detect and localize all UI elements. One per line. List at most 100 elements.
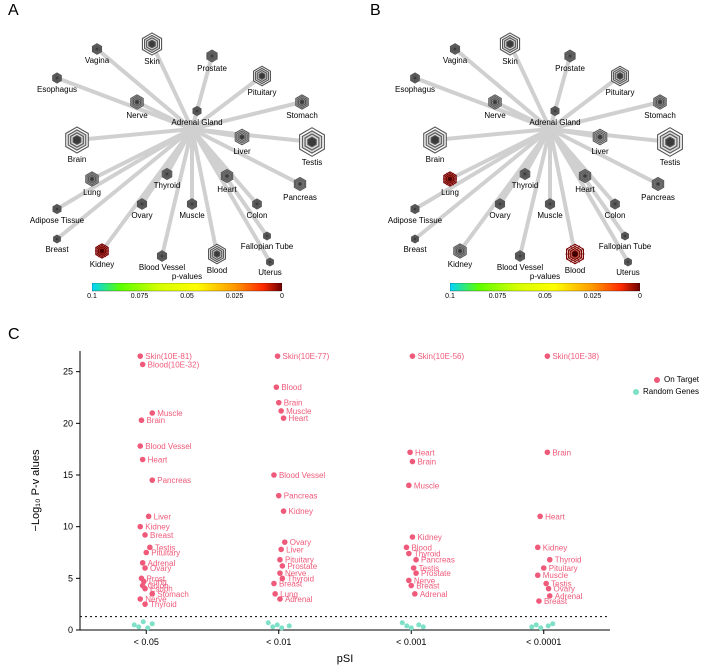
colorbar-title: p-values (172, 272, 202, 281)
tissue-label-thyroid: Thyroid (154, 181, 181, 190)
scatter-point-label: Breast (544, 597, 568, 606)
scatter-point-label: Pituitary (151, 549, 180, 558)
tissue-label-bloodvessel: Blood Vessel (497, 263, 543, 272)
tissue-label-testis: Testis (660, 158, 680, 167)
scatter-point-label: Heart (545, 512, 565, 521)
colorbar-tick: 0.025 (226, 293, 244, 300)
colorbar-gradient-a (92, 283, 282, 293)
tissue-label-vagina: Vagina (85, 56, 109, 65)
scatter-point-label: Pancreas (157, 476, 191, 485)
tissue-label-brain: Brain (68, 155, 87, 164)
tissue-label-heart: Heart (217, 185, 237, 194)
scatter-point-label: Breast (150, 531, 174, 540)
tissue-label-adiposetissue: Adipose Tissue (30, 216, 84, 225)
scatter-point-label: Muscle (414, 481, 440, 490)
scatter-point-label: Brain (552, 448, 571, 457)
colorbar-tick: 0.075 (131, 293, 149, 300)
scatter-point-label: Ovary (150, 564, 171, 573)
tissue-label-brain: Brain (426, 155, 445, 164)
svg-text:15: 15 (63, 470, 73, 480)
svg-text:−Log₁₀ P-v alues: −Log₁₀ P-v alues (30, 449, 42, 531)
colorbar-tick: 0.05 (538, 293, 552, 300)
scatter-point-label: Brain (146, 416, 165, 425)
scatter-point-label: Kidney (543, 543, 567, 552)
colorbar-tick: 0.025 (584, 293, 602, 300)
panel-label-c: C (8, 326, 20, 344)
tree-panel-b: p-values 0.10.0750.050.0250 VaginaSkinPr… (380, 14, 710, 314)
tissue-label-esophagus: Esophagus (37, 85, 77, 94)
colorbar-gradient-b (450, 283, 640, 293)
scatter-point-label: Thyroid (150, 600, 177, 609)
legend-label-on-target: On Target (664, 375, 699, 384)
colorbar-tick: 0.075 (489, 293, 507, 300)
scatter-point-label: Adrenal (285, 595, 313, 604)
scatter-point-label: Liver (286, 545, 304, 554)
svg-text:< 0.01: < 0.01 (266, 637, 291, 647)
tissue-label-fallopiantube: Fallopian Tube (241, 242, 293, 251)
panel-label-a: A (8, 2, 19, 20)
legend-dot-on-target (654, 377, 660, 383)
scatter-point-label: Pancreas (284, 492, 318, 501)
scatter-point-label: Skin(10E-56) (417, 352, 464, 361)
tissue-label-pancreas: Pancreas (641, 193, 675, 202)
colorbar-tick: 0 (280, 293, 284, 300)
tissue-label-pituitary: Pituitary (248, 88, 277, 97)
svg-text:< 0.05: < 0.05 (134, 637, 159, 647)
legend-label-random: Random Genes (643, 387, 699, 396)
tissue-label-adrenalgland: Adrenal Gland (171, 118, 222, 127)
tree-svg-b (380, 14, 710, 279)
scatter-point-label: Liver (154, 512, 172, 521)
colorbar-tick: 0.1 (445, 293, 455, 300)
tissue-label-prostate: Prostate (197, 64, 227, 73)
colorbar-a: p-values 0.10.0750.050.0250 (92, 272, 282, 300)
tissue-label-heart: Heart (575, 185, 595, 194)
tissue-label-pancreas: Pancreas (283, 193, 317, 202)
scatter-point-label: Adrenal (420, 590, 448, 599)
scatter-point-label: Blood Vessel (279, 471, 325, 480)
tissue-label-skin: Skin (502, 57, 518, 66)
tissue-label-lung: Lung (441, 188, 459, 197)
scatter-panel-c: 0510152025< 0.05< 0.01< 0.001< 0.0001pSI… (25, 345, 705, 665)
tissue-label-ovary: Ovary (131, 211, 152, 220)
svg-text:25: 25 (63, 367, 73, 377)
svg-text:10: 10 (63, 522, 73, 532)
tissue-label-nerve: Nerve (126, 111, 147, 120)
svg-text:0: 0 (68, 625, 73, 635)
tissue-label-lung: Lung (83, 188, 101, 197)
tissue-label-colon: Colon (247, 211, 268, 220)
scatter-point-label: Heart (289, 414, 309, 423)
tissue-label-prostate: Prostate (555, 64, 585, 73)
svg-text:pSI: pSI (337, 653, 354, 665)
tissue-label-uterus: Uterus (258, 268, 282, 277)
tissue-label-esophagus: Esophagus (395, 85, 435, 94)
tissue-label-bloodvessel: Blood Vessel (139, 263, 185, 272)
svg-text:< 0.001: < 0.001 (396, 637, 426, 647)
tissue-label-breast: Breast (45, 245, 68, 254)
tissue-label-breast: Breast (403, 245, 426, 254)
tissue-label-ovary: Ovary (489, 211, 510, 220)
tissue-label-muscle: Muscle (179, 211, 204, 220)
tissue-label-kidney: Kidney (448, 260, 472, 269)
tissue-label-blood: Blood (207, 266, 227, 275)
tissue-label-adrenalgland: Adrenal Gland (529, 118, 580, 127)
tissue-label-pituitary: Pituitary (606, 88, 635, 97)
tissue-label-testis: Testis (302, 158, 322, 167)
tissue-label-kidney: Kidney (90, 260, 114, 269)
tissue-label-vagina: Vagina (443, 56, 467, 65)
svg-text:5: 5 (68, 573, 73, 583)
tissue-label-nerve: Nerve (484, 111, 505, 120)
colorbar-tick: 0.1 (87, 293, 97, 300)
scatter-point-label: Heart (148, 456, 168, 465)
tissue-label-colon: Colon (605, 211, 626, 220)
colorbar-b: p-values 0.10.0750.050.0250 (450, 272, 640, 300)
colorbar-tick: 0.05 (180, 293, 194, 300)
scatter-point-label: Skin(10E-38) (552, 352, 599, 361)
scatter-point-label: Blood(10E-32) (148, 360, 200, 369)
scatter-point-label: Kidney (289, 507, 313, 516)
colorbar-title: p-values (530, 272, 560, 281)
tissue-label-liver: Liver (591, 147, 608, 156)
scatter-point-label: Breast (279, 580, 303, 589)
tissue-label-skin: Skin (144, 57, 160, 66)
figure-root: A B C p-values 0.10.0750.050.0250 Vagina… (0, 0, 720, 671)
tissue-label-stomach: Stomach (644, 111, 676, 120)
